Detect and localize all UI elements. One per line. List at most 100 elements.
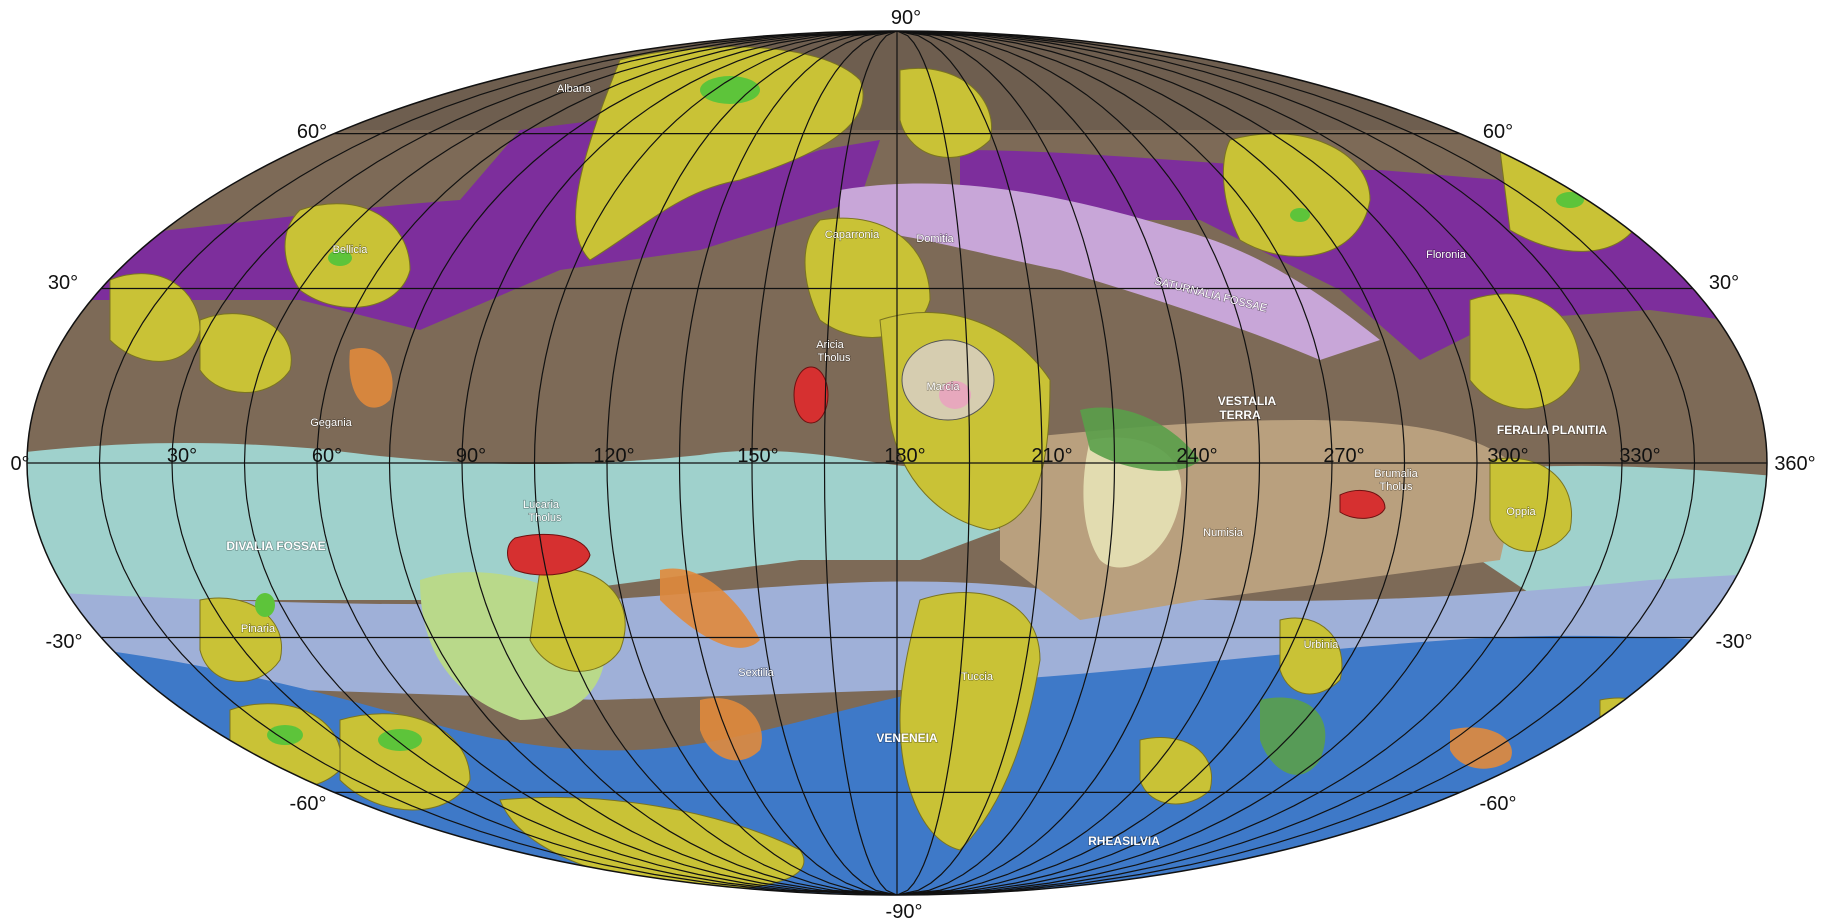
feature-label-marcia: Marcia: [926, 381, 960, 393]
lat-label-left-60: 60°: [297, 121, 327, 143]
feature-label-pinaria: Pinaria: [241, 623, 276, 635]
meridian-line: [533, 31, 898, 895]
lon-label-150: 150°: [737, 445, 778, 467]
lat-label-top: 90°: [891, 7, 921, 29]
lat-label-left-neg30: -30°: [46, 631, 83, 653]
feature-label-vestalia: VESTALIA: [1218, 394, 1277, 408]
feature-label-albana: Albana: [557, 83, 592, 95]
red-unit-group: [507, 366, 1386, 576]
purple-unit-west: [60, 120, 880, 330]
feature-label-numisia: Numisia: [1203, 527, 1244, 539]
meridian-line: [896, 31, 1261, 895]
feature-label-brumalia: Brumalia: [1374, 468, 1418, 480]
feature-label-lucaria-tholus: Tholus: [528, 512, 562, 524]
crater-floor: [267, 725, 303, 745]
feature-label-gegania: Gegania: [310, 417, 352, 429]
lat-label-bottom: -90°: [886, 901, 923, 923]
crater-material: [499, 796, 805, 891]
meridian-line: [171, 31, 898, 895]
feature-label-floronia: Floronia: [1426, 249, 1467, 261]
lon-label-240: 240°: [1176, 445, 1217, 467]
meridian-line: [896, 31, 1696, 895]
lon-label-30: 30°: [167, 445, 197, 467]
meridian-line: [606, 31, 898, 895]
equatorial-unit: [27, 443, 1000, 610]
crater-material: [1139, 736, 1212, 805]
crater-material: [1469, 293, 1581, 410]
meridian-line: [896, 31, 971, 895]
lon-label-270: 270°: [1323, 445, 1364, 467]
orange-unit: [349, 348, 393, 408]
crater-floor: [700, 76, 760, 104]
lat-label-left-30: 30°: [48, 272, 78, 294]
crater-material: [899, 68, 992, 158]
meridian-line: [243, 31, 898, 895]
orange-unit: [700, 698, 762, 761]
crater-floor: [378, 729, 422, 751]
lon-label-330: 330°: [1619, 445, 1660, 467]
crater-material: [199, 313, 292, 393]
crater-floor: [1290, 208, 1310, 222]
feature-label-terra: TERRA: [1219, 408, 1261, 422]
meridian-line: [896, 31, 1043, 895]
meridian-line: [896, 31, 1551, 895]
lat-label-left-neg60: -60°: [290, 793, 327, 815]
meridian-line: [461, 31, 898, 895]
lat-label-left-0: 0°: [10, 453, 29, 475]
crater-material: [339, 713, 471, 811]
meridian-line: [896, 31, 1623, 895]
brumalia-tholus-unit: [1339, 489, 1386, 519]
feature-label-caparronia: Caparronia: [825, 229, 880, 241]
orange-unit: [1450, 727, 1512, 769]
feature-label-tuccia: Tuccia: [961, 671, 994, 683]
lat-label-right-30: 30°: [1709, 272, 1739, 294]
meridian-line: [751, 31, 898, 895]
lat-label-right-0: 360°: [1774, 453, 1815, 475]
meridian-line: [896, 31, 1116, 895]
lon-label-180: 180°: [884, 445, 925, 467]
meridian-line: [678, 31, 898, 895]
orange-unit-group: [349, 348, 1512, 769]
purple-unit-east: [960, 150, 1767, 360]
meridian-line: [896, 31, 1478, 895]
feature-label-bellicia: Bellicia: [333, 244, 369, 256]
feature-label-divalia-fossae: DIVALIA FOSSAE: [226, 539, 325, 553]
meridian-line: [388, 31, 898, 895]
lavender-unit: [840, 183, 1380, 360]
green-unit: [1080, 407, 1200, 471]
crater-material: [575, 46, 864, 261]
crater-floor: [255, 593, 275, 617]
lat-label-right-neg60: -60°: [1480, 793, 1517, 815]
lat-label-right-60: 60°: [1483, 121, 1513, 143]
feature-label-aricia-tholus: Tholus: [817, 352, 851, 364]
meridian-line: [98, 31, 898, 895]
feature-label-brumalia-tholus: Tholus: [1379, 481, 1413, 493]
marcia-crater: [901, 339, 995, 421]
lon-label-300: 300°: [1487, 445, 1528, 467]
crater-floor: [328, 250, 352, 266]
crater-material: [1489, 457, 1572, 552]
feature-label-oppia: Oppia: [1506, 506, 1536, 518]
globe-outline: [26, 30, 1768, 896]
lucaria-tholus-unit: [507, 533, 591, 576]
meridian-line: [896, 31, 1333, 895]
crater-floor: [1556, 192, 1584, 208]
crater-material: [899, 592, 1041, 851]
orange-unit: [660, 568, 760, 648]
meridian-line: [823, 31, 898, 895]
lon-label-210: 210°: [1031, 445, 1072, 467]
feature-label-urbinia: Urbinia: [1304, 639, 1340, 651]
meridian-line: [896, 31, 1188, 895]
feature-label-lucaria: Lucaria: [523, 499, 560, 511]
feature-label-domitia: Domitia: [916, 233, 954, 245]
lon-label-60: 60°: [312, 445, 342, 467]
graticule: [27, 31, 1767, 895]
lon-label-90: 90°: [456, 445, 486, 467]
feature-label-feralia-planitia: FERALIA PLANITIA: [1497, 423, 1608, 437]
lon-label-120: 120°: [593, 445, 634, 467]
feature-label-aricia: Aricia: [816, 339, 844, 351]
green-unit-south: [1260, 697, 1326, 775]
marcia-crater-floor: [939, 381, 971, 409]
feature-label-sextilia: Sextilia: [738, 667, 774, 679]
